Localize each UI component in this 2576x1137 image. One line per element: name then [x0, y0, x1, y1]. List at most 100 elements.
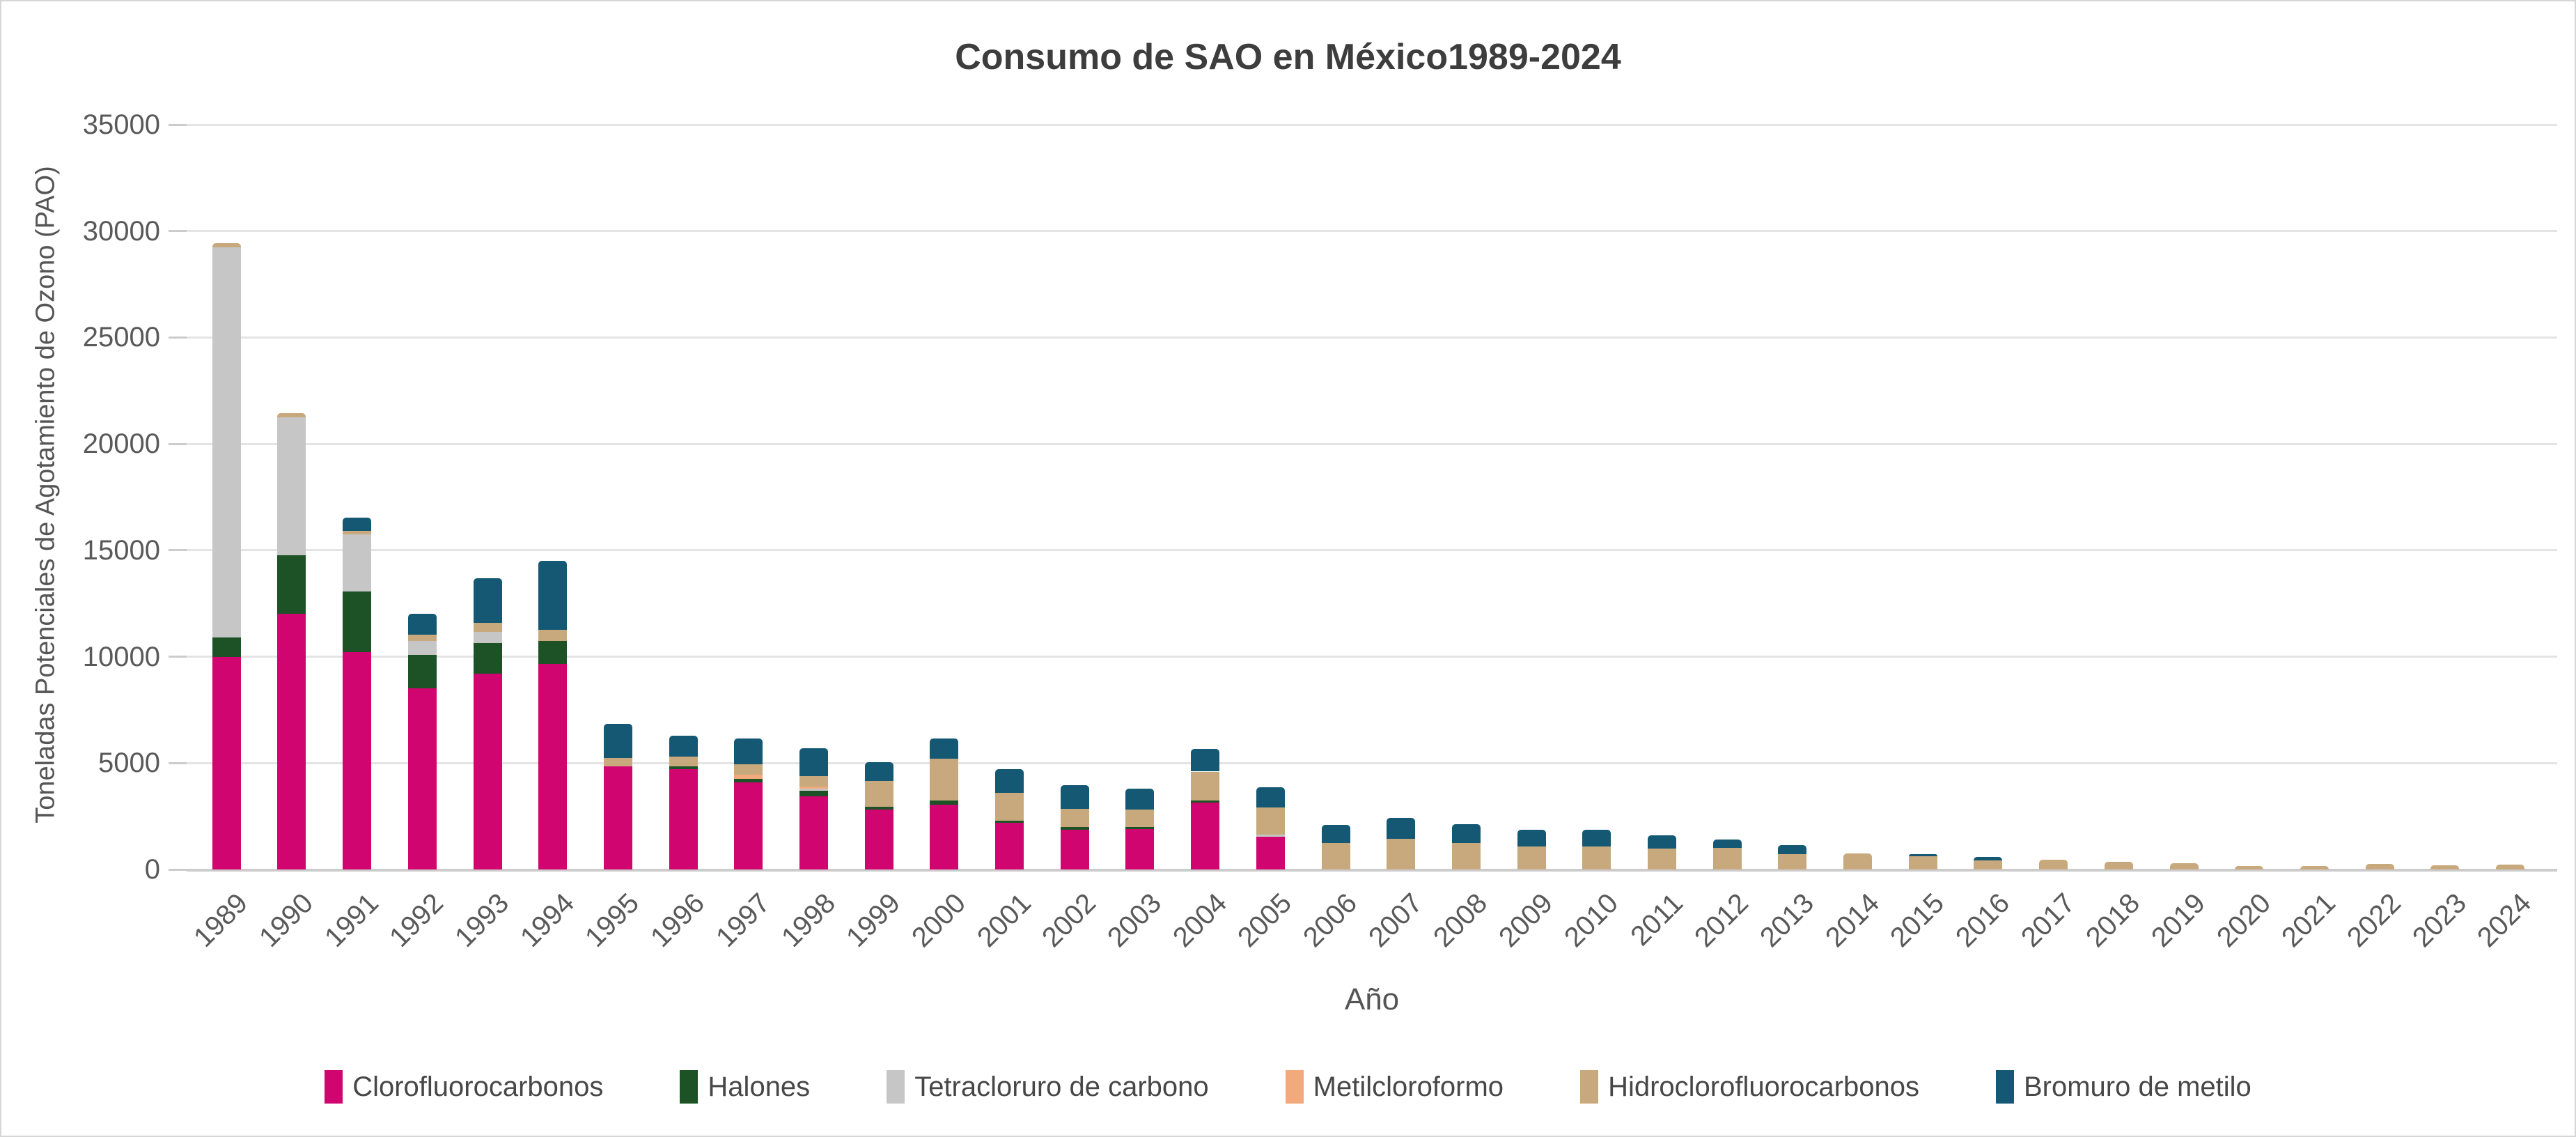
- y-tick-mark: [169, 123, 187, 126]
- bar-segment: [277, 417, 306, 556]
- x-tick-label: 1998: [775, 888, 841, 954]
- bar-segment: [277, 555, 306, 614]
- bar-segment: [1191, 800, 1220, 803]
- bar-segment: [799, 790, 828, 796]
- bar-segment: [212, 242, 241, 247]
- bar-segment: [1256, 836, 1285, 869]
- bar-segment: [2430, 865, 2460, 869]
- bar-segment: [407, 640, 437, 655]
- x-tick-label: 1994: [514, 888, 580, 954]
- bar-segment: [1712, 839, 1742, 849]
- x-tick-label: 2016: [1949, 888, 2016, 954]
- bar-segment: [930, 800, 959, 805]
- y-tick-mark: [169, 761, 187, 764]
- bar-segment: [1778, 854, 1807, 869]
- bar-segment: [603, 757, 632, 766]
- x-tick-label: 1996: [645, 888, 711, 954]
- x-tick-label: 2007: [1362, 888, 1428, 954]
- bar-segment: [1321, 842, 1350, 869]
- bar-segment: [1060, 785, 1089, 809]
- bar-segment: [1778, 845, 1807, 855]
- bar-segment: [212, 247, 241, 638]
- legend-label: Bromuro de metilo: [2023, 1071, 2251, 1102]
- legend-swatch: [1580, 1070, 1599, 1104]
- bar-segment: [1517, 829, 1546, 847]
- gridline: [187, 230, 2557, 233]
- bar-segment: [1125, 810, 1155, 827]
- x-tick-label: 2012: [1689, 888, 1755, 954]
- bar-segment: [995, 822, 1024, 869]
- bar-segment: [473, 578, 502, 623]
- bar-segment: [2365, 864, 2394, 869]
- y-tick-label: 10000: [82, 641, 160, 672]
- legend-swatch: [887, 1070, 905, 1104]
- bar-segment: [1060, 826, 1089, 830]
- bar-segment: [1582, 830, 1611, 847]
- bar-segment: [864, 761, 893, 782]
- x-tick-label: 1995: [579, 888, 646, 954]
- x-tick-label: 2015: [1884, 888, 1951, 954]
- x-tick-label: 1990: [253, 888, 320, 954]
- x-tick-label: 1997: [710, 888, 776, 954]
- bar-segment: [1125, 788, 1155, 810]
- bar-segment: [538, 630, 568, 641]
- bar-segment: [1191, 802, 1220, 869]
- gridline: [187, 336, 2557, 339]
- x-tick-label: 1999: [841, 888, 907, 954]
- y-tick-mark: [169, 336, 187, 339]
- x-tick-label: 1992: [384, 888, 450, 954]
- bar-segment: [1387, 838, 1416, 869]
- bar-segment: [734, 738, 763, 764]
- y-tick-mark: [169, 230, 187, 233]
- y-tick-label: 5000: [98, 748, 160, 779]
- x-tick-label: 2008: [1428, 888, 1494, 954]
- bar-segment: [212, 656, 241, 869]
- y-tick-mark: [169, 442, 187, 445]
- x-tick-label: 2021: [2276, 888, 2342, 954]
- bar-segment: [799, 786, 828, 789]
- bar-segment: [603, 723, 632, 758]
- x-tick-label: 1989: [188, 888, 254, 954]
- bar-segment: [1517, 846, 1546, 869]
- bar-segment: [1451, 843, 1481, 869]
- bar-segment: [669, 766, 698, 770]
- bar-segment: [930, 759, 959, 800]
- bar-segment: [1451, 823, 1481, 844]
- bar-segment: [1191, 749, 1220, 772]
- bar-segment: [734, 779, 763, 782]
- legend-item: Bromuro de metilo: [1995, 1070, 2251, 1104]
- x-tick-label: 2019: [2146, 888, 2212, 954]
- bar-segment: [603, 766, 632, 869]
- bar-segment: [734, 764, 763, 775]
- bar-segment: [538, 664, 568, 869]
- bar-segment: [473, 622, 502, 633]
- bar-segment: [473, 674, 502, 869]
- bar-segment: [1256, 787, 1285, 808]
- gridline: [187, 868, 2557, 872]
- y-tick-mark: [169, 549, 187, 552]
- bar-segment: [1321, 824, 1350, 843]
- x-tick-label: 2004: [1166, 888, 1233, 954]
- legend-item: Hidroclorofluorocarbonos: [1580, 1070, 1919, 1104]
- bar-segment: [734, 782, 763, 869]
- bar-segment: [995, 820, 1024, 823]
- x-tick-label: 2017: [2015, 888, 2081, 954]
- bar-segment: [1647, 835, 1676, 849]
- x-tick-label: 2018: [2080, 888, 2146, 954]
- bar-segment: [407, 654, 437, 689]
- legend-label: Tetracloruro de carbono: [914, 1071, 1209, 1102]
- legend-label: Metilcloroformo: [1313, 1071, 1504, 1102]
- bar-segment: [538, 640, 568, 665]
- legend-label: Hidroclorofluorocarbonos: [1608, 1071, 1919, 1102]
- x-tick-label: 2001: [971, 888, 1037, 954]
- bar-segment: [1582, 846, 1611, 869]
- bar-segment: [2104, 862, 2133, 869]
- legend-item: Clorofluorocarbonos: [325, 1070, 603, 1104]
- y-axis-title: Toneladas Potenciales de Agotamiento de …: [31, 166, 61, 823]
- bar-segment: [1125, 826, 1155, 829]
- bar-segment: [1712, 848, 1742, 869]
- bar-segment: [734, 775, 763, 780]
- bar-segment: [1256, 807, 1285, 835]
- gridline: [187, 442, 2557, 445]
